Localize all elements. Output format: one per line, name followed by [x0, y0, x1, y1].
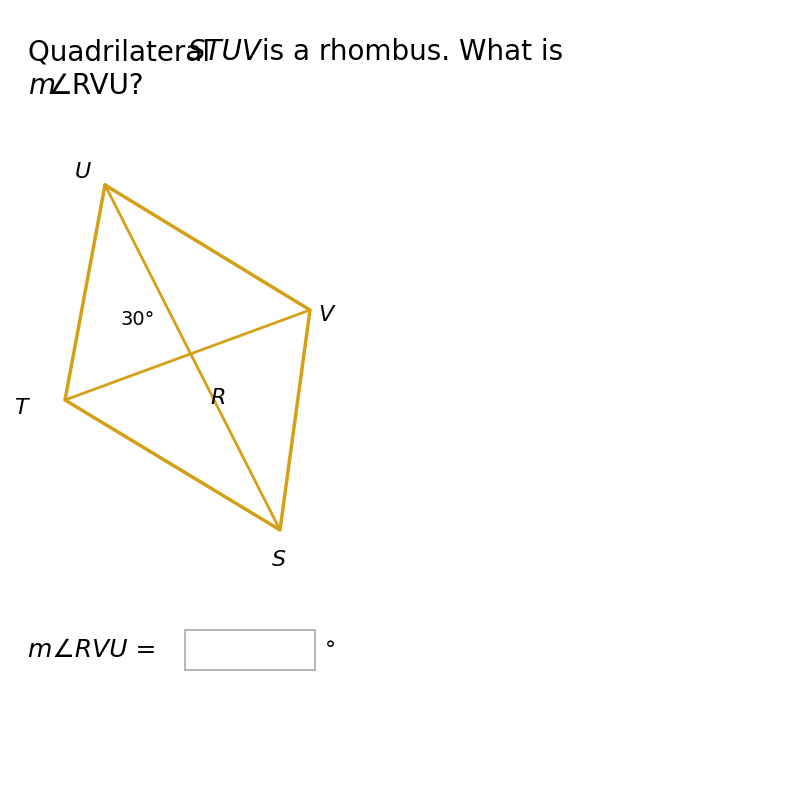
Text: 30°: 30° — [120, 310, 154, 329]
Text: STUV: STUV — [188, 38, 262, 66]
Text: is a rhombus. What is: is a rhombus. What is — [253, 38, 563, 66]
Text: R: R — [210, 388, 226, 408]
Text: m: m — [28, 72, 55, 100]
Bar — [185, 630, 315, 670]
Text: V: V — [318, 305, 334, 325]
Text: U: U — [75, 162, 91, 182]
Text: Quadrilateral: Quadrilateral — [28, 38, 219, 66]
Text: m∠RVU =: m∠RVU = — [28, 638, 157, 662]
Text: S: S — [272, 550, 286, 570]
Text: °: ° — [325, 640, 336, 660]
Text: T: T — [14, 398, 28, 418]
Text: ∠RVU?: ∠RVU? — [48, 72, 145, 100]
